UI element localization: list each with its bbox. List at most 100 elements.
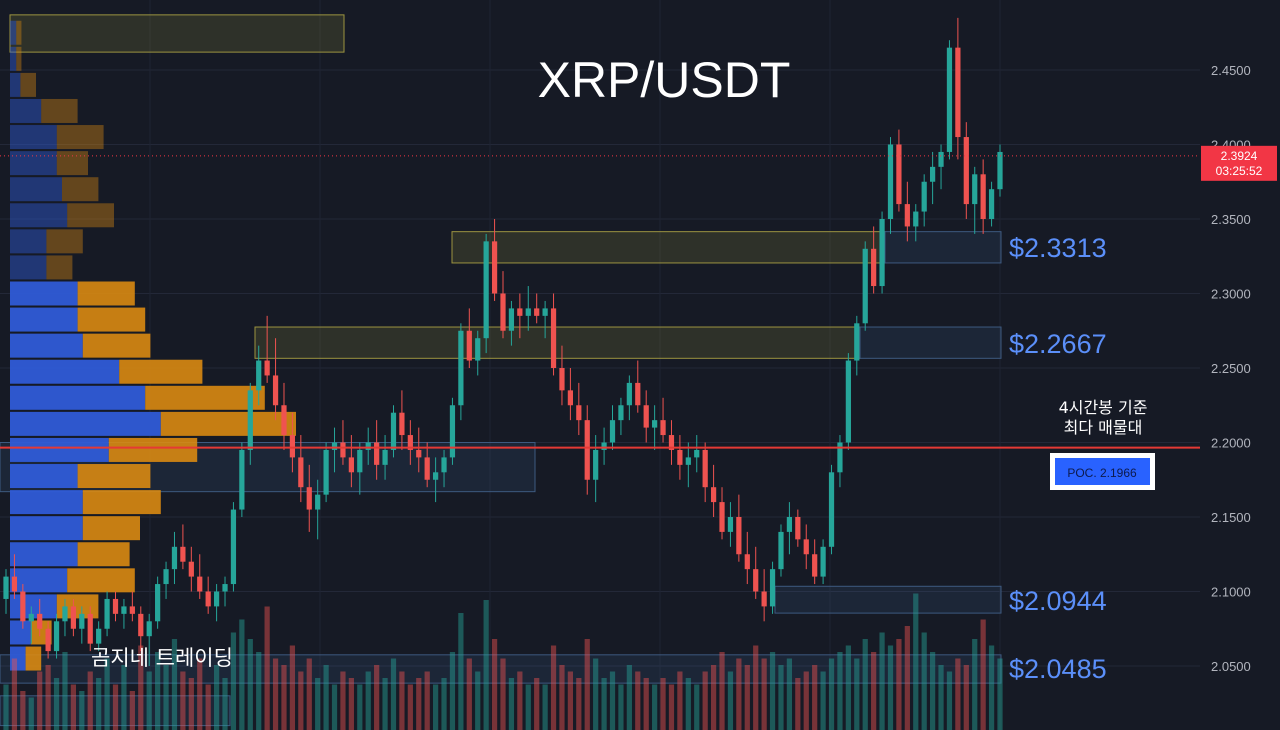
candle-body [96, 628, 102, 644]
volume-bar [660, 678, 666, 730]
candle-countdown: 03:25:52 [1216, 164, 1263, 178]
volume-bar [272, 658, 279, 730]
candle-body [298, 457, 304, 488]
candle-body [677, 449, 683, 465]
candle-body [753, 569, 759, 592]
candle-body [239, 449, 245, 510]
volume-bar [104, 658, 110, 730]
vp-buy-bar [10, 281, 78, 306]
volume-bar [239, 619, 245, 730]
candle-body [576, 405, 582, 421]
candle-body [382, 449, 388, 465]
candle-body [331, 442, 338, 450]
candle-body [534, 308, 540, 316]
volume-bar [988, 645, 995, 730]
volume-bar [786, 658, 793, 730]
volume-bar [761, 658, 767, 730]
volume-bar [138, 645, 144, 730]
volume-bar [491, 639, 498, 730]
volume-bar [112, 684, 119, 730]
volume-bar [281, 665, 287, 730]
chart-title: XRP/USDT [538, 52, 791, 108]
demand-zone [0, 654, 1002, 684]
candle-body [424, 457, 430, 480]
candle-body [138, 613, 144, 637]
volume-bar [694, 684, 700, 730]
vp-buy-bar [10, 229, 47, 254]
candle-body [710, 487, 717, 503]
volume-bar [753, 645, 759, 730]
candle-body [264, 360, 270, 376]
candle-body [340, 442, 346, 458]
volume-bar [542, 684, 548, 730]
vp-sell-bar [46, 229, 83, 254]
candle-body [862, 248, 868, 324]
candle-body [609, 420, 616, 443]
candle-body [618, 405, 624, 421]
level-label: $2.0944 [1009, 586, 1107, 616]
demand-zone [859, 326, 1002, 359]
current-price-tag: 2.3924 03:25:52 [1201, 145, 1277, 181]
candle-body [635, 382, 641, 406]
vp-buy-bar [10, 203, 68, 228]
vp-sell-bar [16, 46, 22, 71]
reference-lines [0, 155, 1200, 449]
vp-sell-bar [145, 385, 265, 410]
vp-buy-bar [10, 98, 42, 123]
volume-bar [500, 658, 506, 730]
volume-bar [121, 665, 127, 730]
volume-bar [938, 665, 944, 730]
volume-bar [719, 652, 725, 730]
candle-body [702, 449, 708, 488]
candle-body [449, 405, 456, 458]
y-tick-label: 2.3000 [1211, 287, 1251, 302]
candle-body [289, 435, 296, 458]
volume-bar [635, 671, 641, 730]
candle-body [306, 487, 312, 510]
volume-bar [3, 684, 9, 730]
vp-sell-bar [82, 490, 161, 515]
y-tick-label: 2.1500 [1211, 510, 1251, 525]
volume-bar [331, 684, 338, 730]
vp-sell-bar [56, 151, 88, 176]
vp-buy-bar [10, 177, 62, 202]
candle-body [315, 494, 321, 510]
candle-body [230, 509, 237, 585]
volume-bar [963, 665, 969, 730]
volume-bar [929, 652, 936, 730]
candle-body [399, 412, 405, 436]
volume-profile [10, 20, 296, 671]
candle-body [188, 561, 194, 577]
volume-bar [155, 652, 161, 730]
volume-bar [904, 626, 910, 730]
candle-body [272, 375, 279, 406]
volume-bar [508, 678, 515, 730]
volume-bar [652, 684, 658, 730]
candle-body [887, 144, 894, 219]
volume-bar [298, 671, 304, 730]
volume-bar [28, 697, 34, 730]
volume-bar [744, 665, 750, 730]
annotation-line1: 4시간봉 기준 [1059, 398, 1148, 417]
candle-body [601, 442, 607, 450]
volume-bar [483, 600, 489, 730]
vp-sell-bar [77, 464, 151, 489]
y-tick-label: 2.2000 [1211, 436, 1251, 451]
volume-bar [576, 678, 582, 730]
candle-body [837, 442, 843, 473]
candle-body [390, 412, 397, 450]
vp-sell-bar [62, 177, 99, 202]
candle-body [20, 591, 26, 622]
volume-bar [946, 671, 953, 730]
candle-body [458, 330, 464, 406]
supply-zone [254, 326, 861, 359]
candle-body [205, 591, 211, 607]
candle-body [155, 584, 161, 622]
vp-buy-bar [10, 490, 83, 515]
supply-zone [451, 231, 886, 264]
vp-sell-bar [46, 255, 73, 280]
candle-body [146, 621, 152, 637]
volume-bar [601, 678, 607, 730]
volume-bar [222, 678, 228, 730]
volume-bar [62, 652, 68, 730]
